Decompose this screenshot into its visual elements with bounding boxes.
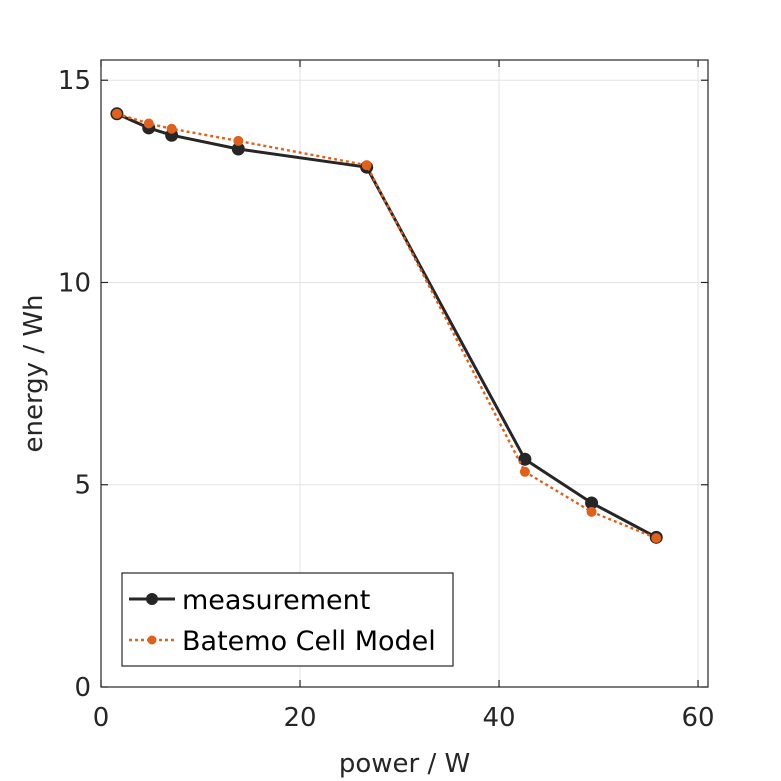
y-tick-label: 15 (58, 66, 91, 96)
data-point (111, 108, 122, 119)
x-tick-label: 60 (682, 703, 715, 733)
data-point (166, 123, 177, 134)
legend-label: Batemo Cell Model (182, 626, 436, 657)
y-tick-label: 0 (74, 673, 91, 703)
series-line (116, 112, 657, 540)
series-batemo-cell-model (111, 108, 662, 544)
x-tick-label: 20 (283, 703, 316, 733)
data-point (519, 466, 530, 477)
data-point (651, 533, 662, 544)
series-measurement (110, 107, 663, 544)
axes-box (100, 59, 709, 688)
legend: measurement Batemo Cell Model (121, 572, 454, 667)
series-layer (110, 107, 663, 544)
data-point (143, 118, 154, 129)
data-point (233, 135, 244, 146)
x-tick-label: 0 (93, 703, 110, 733)
axis-ticks: 0 20 40 60 0 5 10 15 (58, 60, 715, 733)
legend-item: Batemo Cell Model (129, 626, 436, 657)
y-axis-title: energy / Wh (19, 294, 49, 452)
legend-marker (147, 635, 157, 645)
legend-item: measurement (129, 585, 370, 616)
data-point (586, 506, 597, 517)
x-tick-label: 40 (482, 703, 515, 733)
legend-box (121, 572, 454, 667)
data-point (361, 160, 372, 171)
x-axis-title: power / W (339, 749, 470, 779)
legend-label: measurement (182, 585, 370, 616)
data-point (518, 452, 532, 466)
y-tick-label: 5 (74, 471, 91, 501)
legend-marker (146, 593, 158, 605)
series-line (116, 112, 658, 539)
y-tick-label: 10 (58, 268, 91, 298)
